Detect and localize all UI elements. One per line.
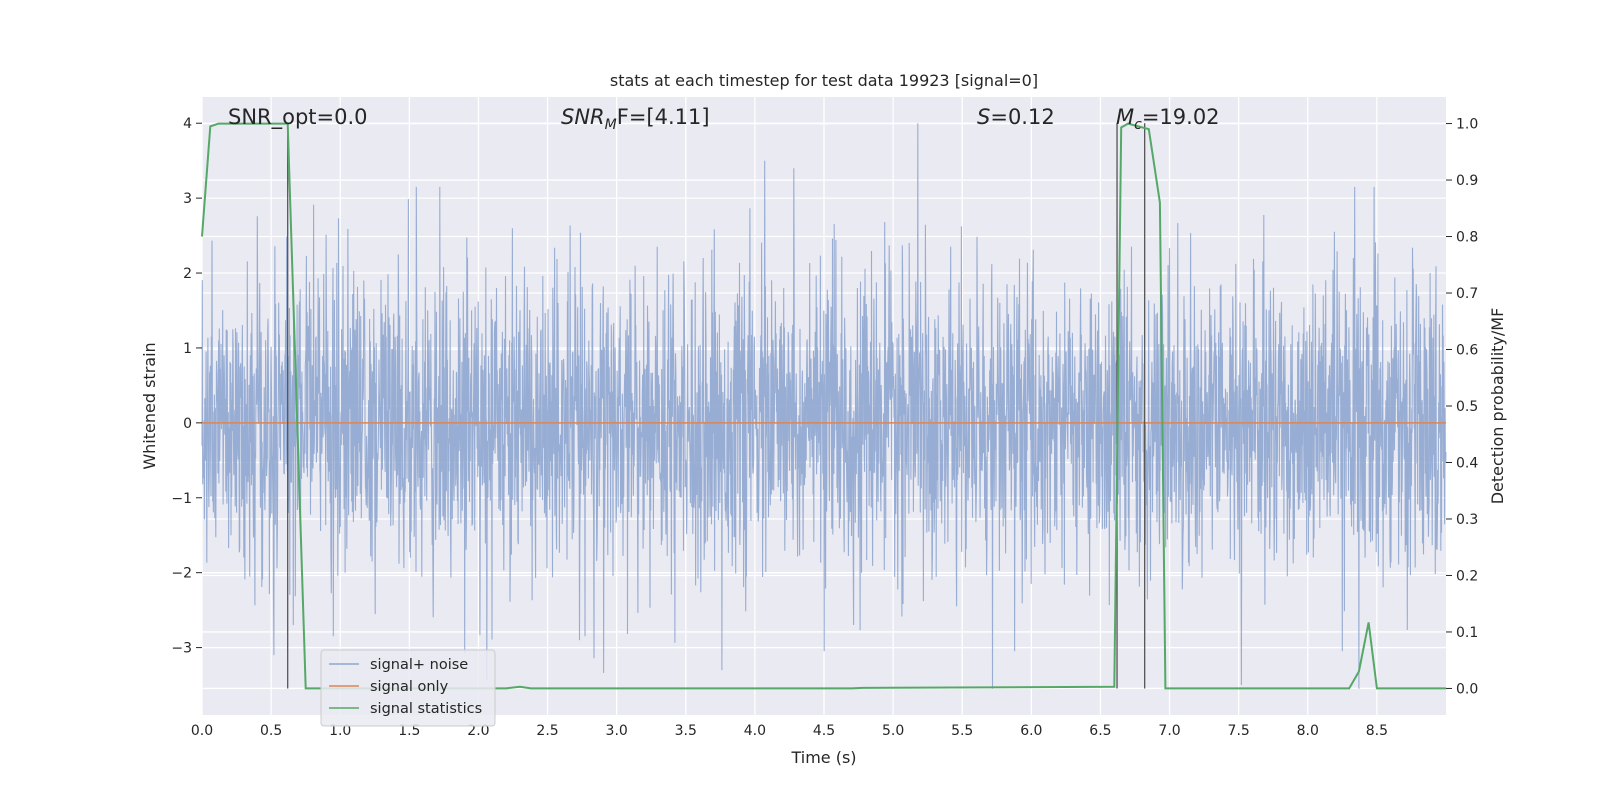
annotation-snr-opt: SNR_opt=0.0 (228, 105, 368, 130)
x-tick-label: 2.5 (536, 723, 558, 739)
signal-statistics-line (201, 122, 1446, 690)
y2-tick-label: 0.8 (1456, 230, 1478, 246)
x-tick-label: 8.0 (1297, 723, 1319, 739)
x-tick-label: 8.5 (1366, 723, 1388, 739)
x-tick-label: 7.0 (1158, 723, 1180, 739)
y-tick-label: −1 (171, 491, 192, 507)
y-axis-label: Whitened strain (140, 342, 159, 469)
x-tick-label: 0.5 (260, 723, 282, 739)
y2-tick-label: 1.0 (1456, 117, 1478, 133)
y2-tick-label: 0.7 (1456, 286, 1478, 302)
annotation-s: S=0.12 (977, 105, 1055, 129)
x-tick-label: 6.5 (1089, 723, 1111, 739)
y-axis-ticks: 4 3 2 1 0 −1 −2 −3 (171, 116, 202, 657)
legend-label-signal-noise: signal+ noise (370, 657, 468, 673)
x-tick-label: 3.5 (675, 723, 697, 739)
legend-box (320, 649, 496, 727)
series-signal-statistics (201, 122, 1446, 690)
annotation-snr-mf: SNRMF=[4.11] (561, 105, 710, 133)
x-tick-label: 3.0 (606, 723, 628, 739)
y-tick-label: 2 (183, 266, 192, 282)
x-tick-label: 4.0 (744, 723, 766, 739)
y2-tick-label: 0.5 (1456, 399, 1478, 415)
signal-noise-line (201, 123, 1447, 689)
y2-tick-label: 0.4 (1456, 455, 1478, 471)
y-tick-label: 0 (183, 416, 192, 432)
y2-axis-ticks: 1.0 0.9 0.8 0.7 0.6 0.5 0.4 0.3 0.2 0.1 0.0 (1446, 117, 1478, 697)
y2-axis-label: Detection probability/MF (1488, 308, 1507, 505)
x-tick-label: 1.5 (398, 723, 420, 739)
y-tick-label: 4 (183, 116, 192, 132)
x-axis-label: Time (s) (790, 748, 856, 767)
legend-label-signal-statistics: signal statistics (370, 701, 482, 717)
legend: signal+ noise signal only signal statist… (320, 649, 496, 727)
y-tick-label: 1 (183, 341, 192, 357)
x-tick-label: 0.0 (191, 723, 213, 739)
y2-tick-label: 0.9 (1456, 173, 1478, 189)
y2-tick-label: 0.1 (1456, 625, 1478, 641)
y2-tick-label: 0.6 (1456, 343, 1478, 359)
y2-tick-label: 0.2 (1456, 568, 1478, 584)
x-axis-ticks: 0.0 0.5 1.0 1.5 2.0 2.5 3.0 3.5 4.0 4.5 5.0 5.5 6.0 6… (191, 723, 1388, 739)
x-tick-label: 7.5 (1228, 723, 1250, 739)
x-tick-label: 5.0 (882, 723, 904, 739)
x-tick-label: 6.0 (1020, 723, 1042, 739)
y2-tick-label: 0.3 (1456, 512, 1478, 528)
y2-tick-label: 0.0 (1456, 681, 1478, 697)
legend-label-signal-only: signal only (370, 679, 449, 695)
x-tick-label: 4.5 (813, 723, 835, 739)
chart-title: stats at each timestep for test data 199… (610, 71, 1038, 90)
x-tick-label: 1.0 (329, 723, 351, 739)
x-tick-label: 5.5 (951, 723, 973, 739)
y-tick-label: −2 (171, 566, 192, 582)
y-tick-label: 3 (183, 191, 192, 207)
x-tick-label: 2.0 (467, 723, 489, 739)
annotation-mc: Mc=19.02 (1116, 105, 1220, 133)
series-signal-noise (201, 123, 1447, 689)
y-tick-label: −3 (171, 641, 192, 657)
